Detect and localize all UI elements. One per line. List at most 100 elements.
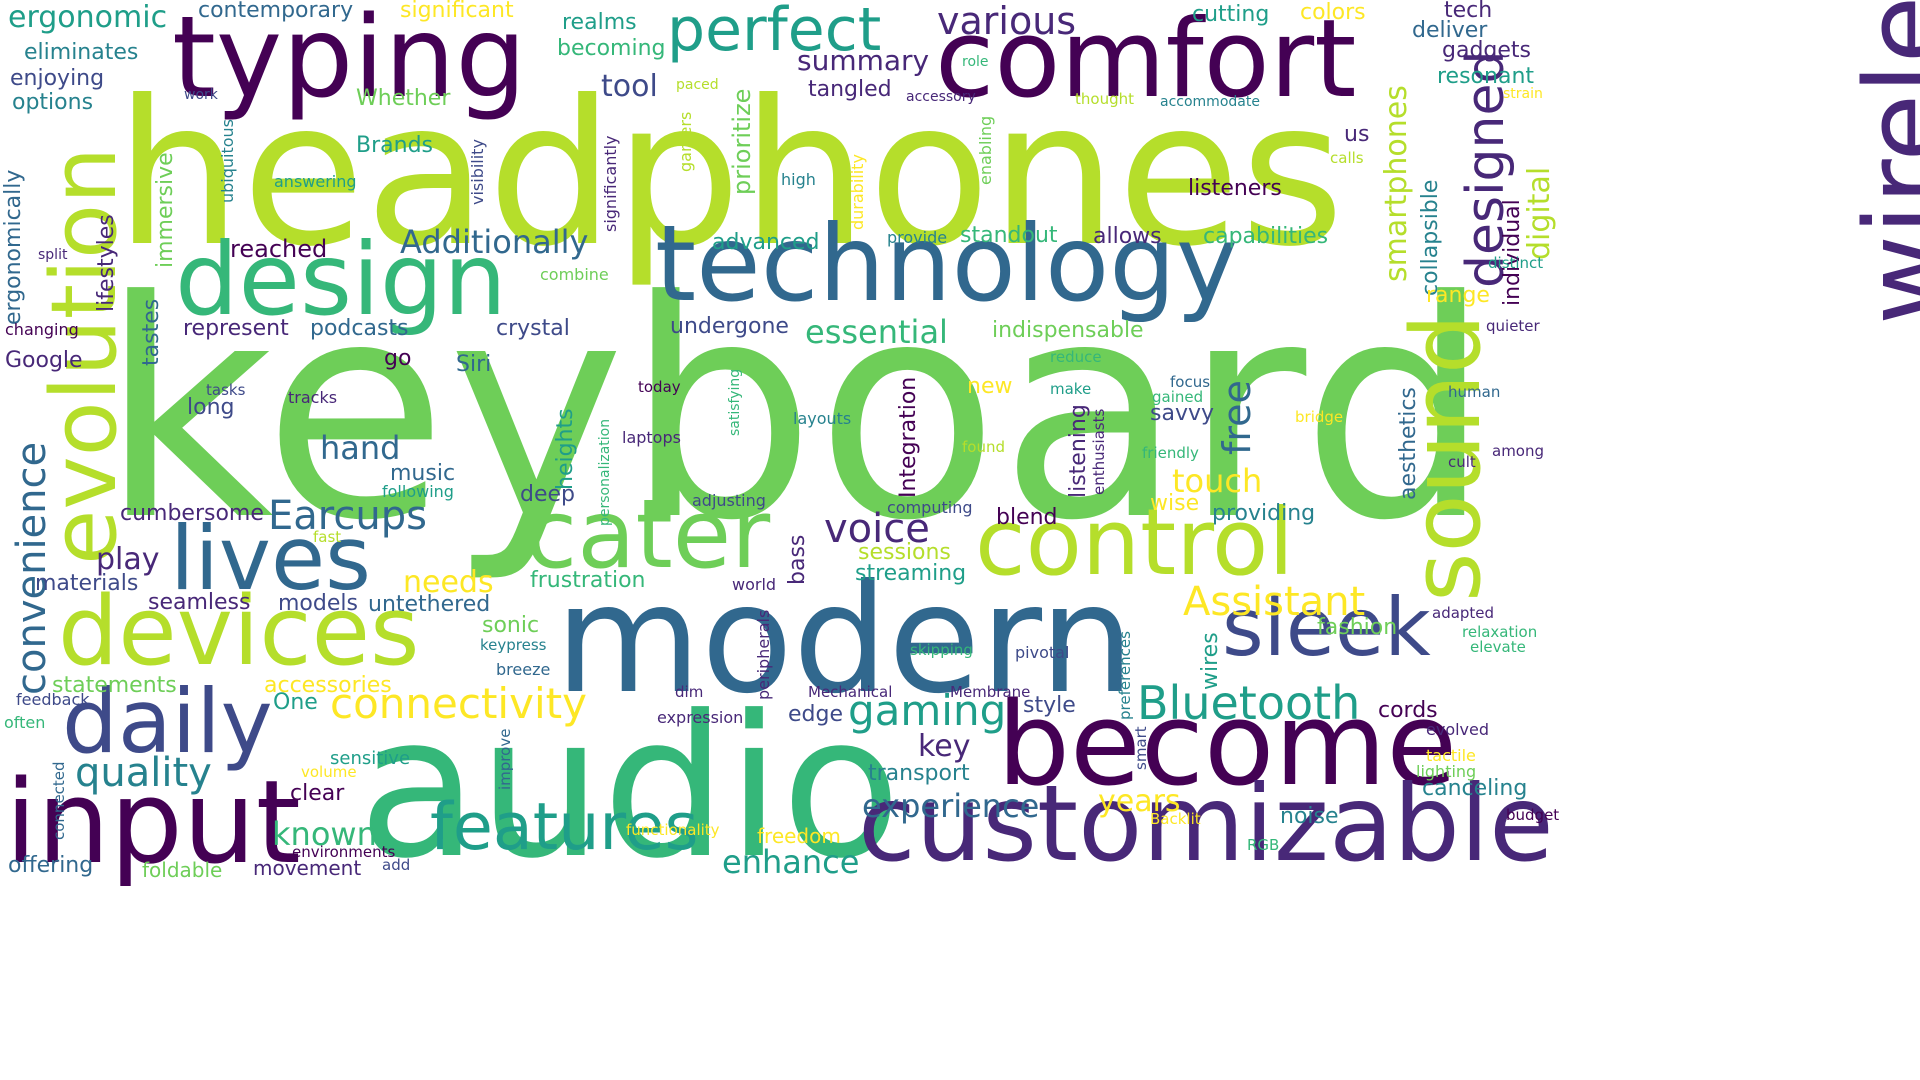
word: us xyxy=(1344,122,1370,147)
word: cult xyxy=(1448,453,1476,471)
word: sonic xyxy=(482,613,540,638)
word: blend xyxy=(996,505,1058,530)
word: changing xyxy=(5,320,79,339)
word: music xyxy=(390,461,456,486)
word: computing xyxy=(887,498,973,517)
word: visibility xyxy=(468,139,487,205)
word: tool xyxy=(601,69,658,104)
word: deep xyxy=(520,482,575,507)
word: Additionally xyxy=(400,223,589,261)
word: functionality xyxy=(626,821,720,839)
word: providing xyxy=(1212,501,1316,526)
word: reached xyxy=(230,235,328,263)
word: resonant xyxy=(1437,64,1535,89)
word: RGB xyxy=(1247,836,1280,854)
word: needs xyxy=(403,565,494,600)
word: statements xyxy=(52,673,177,698)
word: enjoying xyxy=(10,66,105,91)
word: design xyxy=(175,221,507,338)
word: enhance xyxy=(722,843,860,881)
word: listeners xyxy=(1188,176,1282,201)
word: today xyxy=(638,378,681,396)
word: sensitive xyxy=(330,748,411,769)
word: perfect xyxy=(667,0,882,65)
word: Whether xyxy=(356,86,451,111)
word: crystal xyxy=(496,316,570,341)
word: ergonomic xyxy=(8,0,168,35)
word: world xyxy=(732,575,777,594)
word: immersive xyxy=(153,152,178,268)
word: relaxation xyxy=(1462,623,1538,641)
word: eliminates xyxy=(24,40,139,65)
word: improve xyxy=(496,728,514,790)
word: style xyxy=(1023,693,1076,718)
word: clear xyxy=(290,781,345,806)
word: foldable xyxy=(142,858,223,882)
word: lighting xyxy=(1416,762,1477,781)
word: durability xyxy=(848,154,867,230)
word: answering xyxy=(274,172,357,191)
word: tangled xyxy=(808,77,892,102)
word: listening xyxy=(1066,404,1091,498)
word: tech xyxy=(1444,0,1493,23)
word: collapsible xyxy=(1418,179,1443,296)
word: strain xyxy=(1503,86,1543,102)
word: touch xyxy=(1172,462,1263,500)
word: role xyxy=(962,54,989,70)
word: colors xyxy=(1300,0,1366,25)
word: seamless xyxy=(148,590,251,615)
word: cords xyxy=(1378,698,1438,723)
word: cumbersome xyxy=(120,501,264,526)
word: split xyxy=(38,247,68,263)
word: Assistant xyxy=(1183,579,1366,625)
word: long xyxy=(187,395,235,420)
word: materials xyxy=(35,571,139,596)
word: typing xyxy=(172,0,527,123)
word: Backlit xyxy=(1150,810,1201,828)
word: advanced xyxy=(712,230,820,255)
word: devices xyxy=(58,577,420,687)
word: undergone xyxy=(670,314,789,339)
word: input xyxy=(5,756,301,890)
word: gadgets xyxy=(1442,38,1531,63)
word: comfort xyxy=(935,0,1357,122)
word: years xyxy=(1098,784,1181,819)
word: standout xyxy=(960,223,1058,248)
word: summary xyxy=(797,44,930,77)
word: indispensable xyxy=(992,318,1144,343)
word: expression xyxy=(657,708,744,727)
word: models xyxy=(278,591,358,616)
word: breeze xyxy=(496,660,551,679)
word: streaming xyxy=(855,561,967,586)
word: gamers xyxy=(676,111,695,172)
word: Brands xyxy=(356,133,433,158)
word: tracks xyxy=(288,388,338,407)
word: known xyxy=(272,815,377,853)
word: among xyxy=(1492,442,1545,460)
word: heights xyxy=(553,408,578,490)
word: key xyxy=(918,729,971,764)
word: savvy xyxy=(1150,401,1215,426)
word: offering xyxy=(8,853,94,878)
word: make xyxy=(1050,380,1092,398)
word: calls xyxy=(1330,149,1364,167)
word: combine xyxy=(540,265,609,284)
word: audio xyxy=(358,674,902,902)
word: adjusting xyxy=(692,491,766,510)
word: elevate xyxy=(1470,638,1526,656)
word: ubiquitous xyxy=(218,118,237,203)
word: lifestyles xyxy=(94,214,119,312)
word: keyboard xyxy=(100,237,1492,586)
word: prioritize xyxy=(728,88,756,195)
word: Siri xyxy=(456,352,492,377)
word: movement xyxy=(253,856,362,880)
word: enthusiasts xyxy=(1090,408,1108,495)
word: Google xyxy=(5,348,83,373)
word: accommodate xyxy=(1160,94,1260,110)
word: fast xyxy=(313,528,342,546)
word: skipping xyxy=(910,641,973,659)
word: new xyxy=(967,374,1013,399)
word: feedback xyxy=(16,690,90,709)
word: frustration xyxy=(530,568,646,593)
word: smart xyxy=(1132,726,1150,770)
